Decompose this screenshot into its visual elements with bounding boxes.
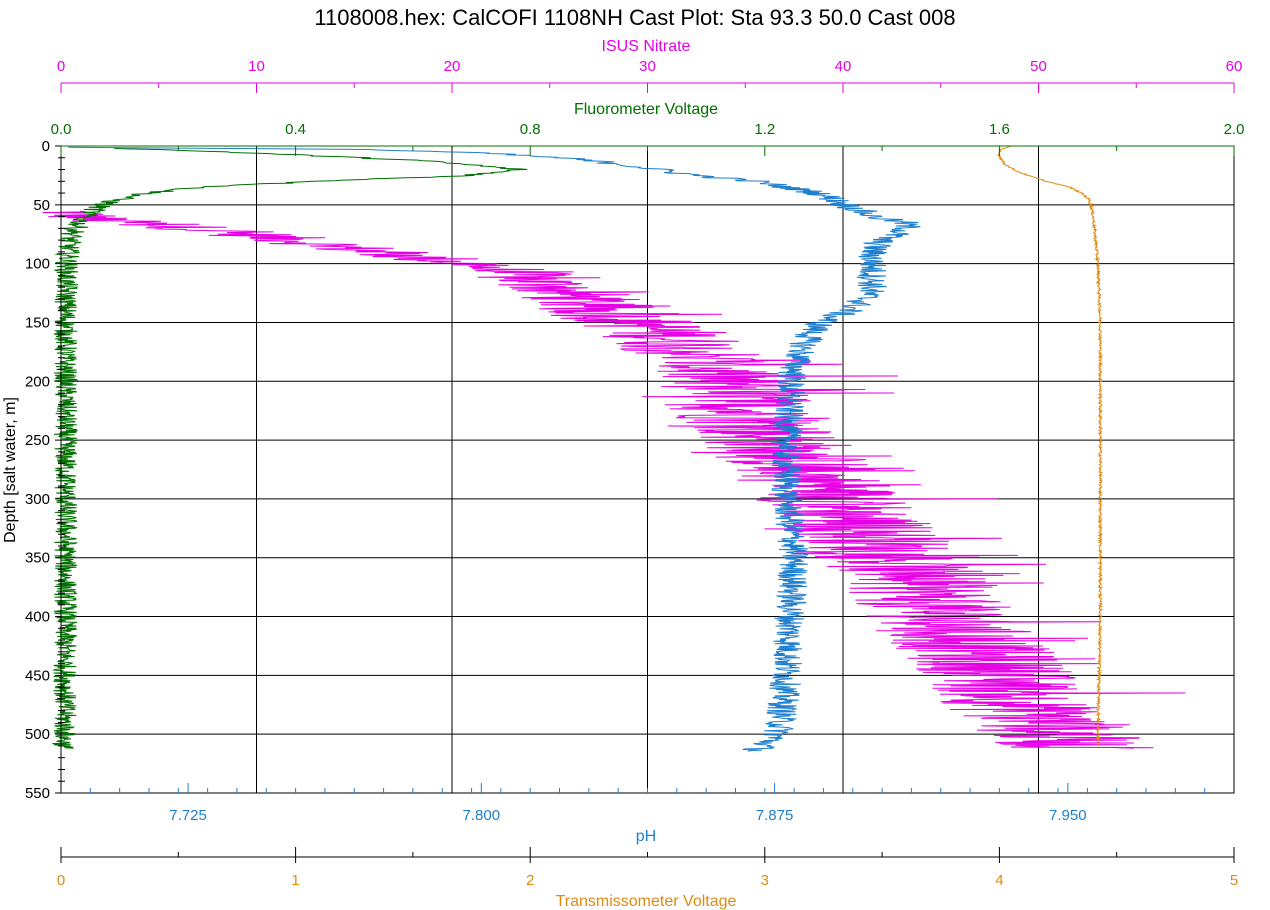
transmissometer-tick-label: 2	[526, 872, 534, 889]
transmissometer-tick-label: 1	[291, 872, 299, 889]
depth-tick-label: 200	[25, 373, 50, 390]
fluorometer-series-line	[52, 147, 528, 749]
transmissometer-tick-label: 4	[995, 872, 1003, 889]
fluorometer-tick-label: 2.0	[1224, 121, 1245, 138]
fluorometer-tick-label: 1.6	[989, 121, 1010, 138]
nitrate-series-line	[42, 210, 1186, 749]
ph-tick-label: 7.800	[463, 807, 501, 824]
nitrate-tick-label: 60	[1226, 58, 1243, 75]
depth-axis-title: Depth [salt water, m]	[2, 397, 19, 543]
fluorometer-axis-title: Fluorometer Voltage	[574, 101, 718, 118]
fluorometer-tick-label: 1.2	[754, 121, 775, 138]
chart-title: 1108008.hex: CalCOFI 1108NH Cast Plot: S…	[314, 5, 955, 30]
transmissometer-series-line	[996, 145, 1104, 747]
depth-tick-label: 450	[25, 667, 50, 684]
depth-tick-label: 250	[25, 432, 50, 449]
fluorometer-tick-label: 0.4	[285, 121, 306, 138]
nitrate-tick-label: 20	[444, 58, 461, 75]
transmissometer-axis-title: Transmissometer Voltage	[556, 893, 737, 910]
depth-tick-label: 150	[25, 314, 50, 331]
fluorometer-tick-label: 0.0	[51, 121, 72, 138]
ph-tick-label: 7.725	[169, 807, 207, 824]
transmissometer-tick-label: 5	[1230, 872, 1238, 889]
depth-tick-label: 300	[25, 491, 50, 508]
nitrate-tick-label: 40	[835, 58, 852, 75]
depth-tick-label: 400	[25, 609, 50, 626]
nitrate-tick-label: 0	[57, 58, 65, 75]
depth-tick-label: 50	[33, 197, 50, 214]
nitrate-tick-label: 10	[248, 58, 265, 75]
ph-series-line	[68, 146, 921, 753]
nitrate-tick-label: 50	[1030, 58, 1047, 75]
ph-tick-label: 7.950	[1049, 807, 1087, 824]
nitrate-tick-label: 30	[639, 58, 656, 75]
depth-tick-label: 350	[25, 550, 50, 567]
series-layer	[42, 145, 1186, 753]
transmissometer-tick-label: 0	[57, 872, 65, 889]
depth-tick-label: 550	[25, 785, 50, 802]
fluorometer-tick-label: 0.8	[520, 121, 541, 138]
nitrate-axis-title: ISUS Nitrate	[602, 38, 691, 55]
depth-tick-label: 500	[25, 726, 50, 743]
ph-tick-label: 7.875	[756, 807, 794, 824]
depth-tick-label: 0	[42, 138, 50, 155]
depth-tick-label: 100	[25, 256, 50, 273]
ph-axis-title: pH	[636, 828, 656, 845]
transmissometer-tick-label: 3	[761, 872, 769, 889]
